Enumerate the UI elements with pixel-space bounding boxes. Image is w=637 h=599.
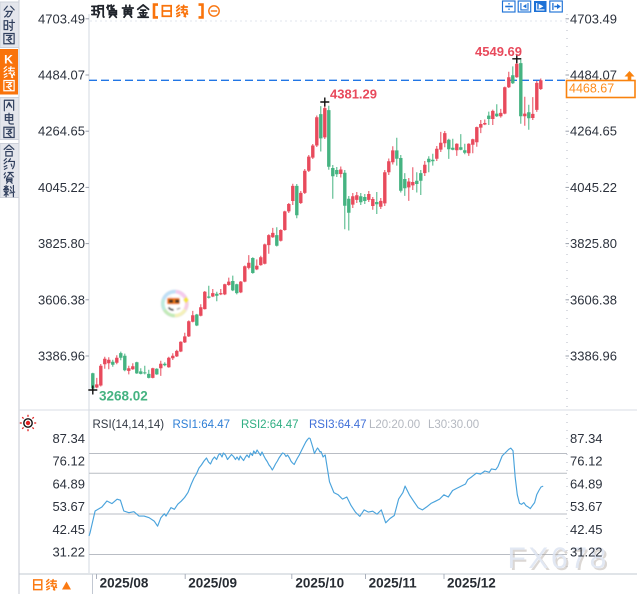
svg-text:3606.38: 3606.38: [38, 292, 85, 307]
svg-text:RSI3:64.47: RSI3:64.47: [309, 419, 367, 431]
svg-text:2025/10: 2025/10: [295, 576, 344, 591]
svg-text:4703.49: 4703.49: [570, 11, 617, 26]
svg-text:31.22: 31.22: [52, 545, 85, 560]
svg-text:RSI2:64.47: RSI2:64.47: [241, 419, 299, 431]
svg-text:4045.22: 4045.22: [38, 180, 85, 195]
svg-text:42.45: 42.45: [570, 522, 603, 537]
svg-text:L30:30.00: L30:30.00: [428, 419, 479, 431]
svg-text:31.22: 31.22: [570, 545, 603, 560]
svg-text:K: K: [4, 53, 13, 67]
svg-text:4484.07: 4484.07: [38, 68, 85, 83]
svg-text:4703.49: 4703.49: [38, 11, 85, 26]
svg-text:FX678: FX678: [510, 544, 611, 577]
svg-text:4264.65: 4264.65: [570, 124, 617, 139]
svg-text:RSI(14,14,14): RSI(14,14,14): [93, 419, 165, 431]
svg-text:64.89: 64.89: [570, 476, 603, 491]
svg-text:3268.02: 3268.02: [99, 389, 148, 404]
svg-text:53.67: 53.67: [52, 499, 85, 514]
svg-text:3825.80: 3825.80: [38, 236, 85, 251]
svg-text:3386.96: 3386.96: [570, 349, 617, 364]
svg-text:4045.22: 4045.22: [570, 180, 617, 195]
svg-text:4484.07: 4484.07: [570, 68, 617, 83]
svg-text:3386.96: 3386.96: [38, 349, 85, 364]
svg-text:4468.67: 4468.67: [569, 82, 614, 96]
svg-text:76.12: 76.12: [570, 454, 603, 469]
svg-text:2025/09: 2025/09: [188, 576, 237, 591]
svg-text:76.12: 76.12: [52, 454, 85, 469]
svg-text:4381.29: 4381.29: [330, 87, 377, 102]
svg-text:3825.80: 3825.80: [570, 236, 617, 251]
svg-text:87.34: 87.34: [570, 431, 603, 446]
svg-text:64.89: 64.89: [52, 476, 85, 491]
svg-text:FX678: FX678: [508, 542, 609, 575]
svg-text:4549.69: 4549.69: [475, 44, 522, 59]
svg-text:2025/12: 2025/12: [447, 576, 496, 591]
svg-text:87.34: 87.34: [52, 431, 85, 446]
svg-text:42.45: 42.45: [52, 522, 85, 537]
svg-text:2025/11: 2025/11: [369, 576, 418, 591]
svg-text:4264.65: 4264.65: [38, 124, 85, 139]
svg-text:3606.38: 3606.38: [570, 292, 617, 307]
svg-text:2025/08: 2025/08: [100, 576, 149, 591]
svg-text:L20:20.00: L20:20.00: [369, 419, 420, 431]
svg-text:53.67: 53.67: [570, 499, 603, 514]
svg-text:RSI1:64.47: RSI1:64.47: [173, 419, 231, 431]
